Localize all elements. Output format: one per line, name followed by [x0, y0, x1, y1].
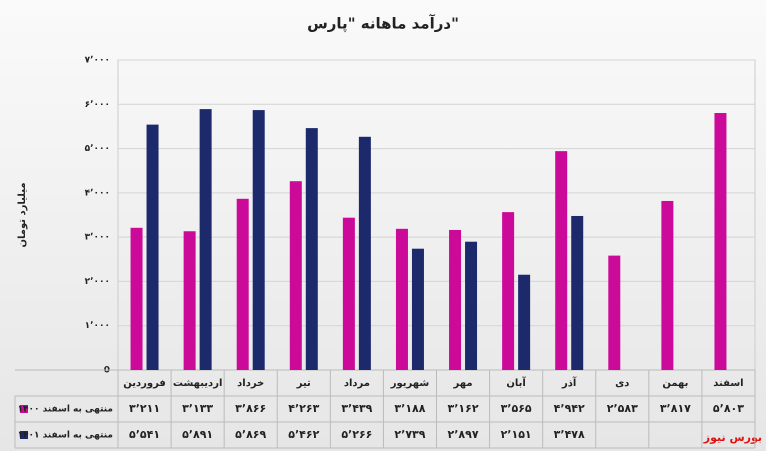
y-tick-label: ۴٬۰۰۰: [85, 188, 110, 198]
value-label: ۳٬۱۳۳: [182, 402, 213, 415]
bar: [183, 231, 196, 370]
value-label: ۵٬۵۴۱: [129, 428, 160, 441]
value-label: ۵٬۴۶۲: [288, 428, 319, 441]
value-label: ۲٬۱۵۱: [501, 428, 532, 441]
value-label: ۲٬۷۳۹: [394, 428, 425, 441]
bar: [252, 110, 265, 370]
chart-title: درآمد ماهانه "پارس": [307, 15, 459, 34]
legend-swatch: [20, 405, 28, 413]
value-label: ۳٬۴۳۹: [341, 402, 372, 415]
bar: [518, 274, 531, 370]
value-label: ۲٬۵۸۳: [607, 402, 638, 415]
bar: [502, 212, 515, 370]
bar: [289, 181, 302, 370]
x-tick-label: مهر: [453, 378, 473, 389]
bar: [395, 228, 408, 370]
value-label: ۳٬۱۸۸: [394, 402, 425, 415]
value-label: ۵٬۸۰۳: [713, 402, 744, 415]
y-tick-label: ۳٬۰۰۰: [85, 233, 110, 243]
legend-label: منتهی به اسفند ۱۴۰۱: [18, 431, 113, 441]
bar: [305, 128, 318, 370]
value-label: ۲٬۸۹۷: [448, 428, 479, 441]
bar: [661, 200, 674, 370]
x-tick-label: آذر: [561, 376, 577, 389]
value-label: ۵٬۸۶۹: [235, 428, 266, 441]
bar: [571, 215, 584, 370]
value-label: ۳٬۵۶۵: [501, 402, 532, 415]
legend-swatch: [20, 431, 28, 439]
bar: [130, 227, 143, 370]
bar: [236, 198, 249, 370]
bar: [342, 217, 355, 370]
x-tick-label: فروردین: [123, 378, 166, 389]
y-tick-label: ۵٬۰۰۰: [85, 144, 110, 154]
value-label: ۳٬۴۷۸: [554, 428, 585, 441]
bar: [146, 124, 159, 370]
y-tick-label: ۱٬۰۰۰: [85, 321, 110, 331]
value-label: ۴٬۲۶۳: [288, 402, 319, 415]
bar: [411, 248, 424, 370]
x-tick-label: تیر: [296, 378, 311, 389]
value-label: ۳٬۸۶۶: [235, 402, 266, 415]
value-label: ۵٬۲۶۶: [341, 428, 372, 441]
x-tick-label: دی: [615, 378, 629, 389]
y-tick-label: ۲٬۰۰۰: [85, 277, 110, 287]
legend-label: منتهی به اسفند ۱۴۰۰: [18, 405, 113, 415]
x-tick-label: مرداد: [344, 378, 370, 389]
bar: [714, 113, 727, 370]
y-tick-label: ۷٬۰۰۰: [85, 56, 110, 66]
x-tick-label: خرداد: [237, 378, 264, 389]
y-tick-label: ۶٬۰۰۰: [85, 100, 110, 110]
x-tick-label: اسفند: [713, 378, 743, 389]
bar: [608, 255, 621, 370]
x-tick-label: اردیبهشت: [173, 378, 223, 389]
x-tick-label: بهمن: [662, 378, 688, 389]
watermark: بورس نیوز: [703, 431, 762, 444]
value-label: ۳٬۸۱۷: [660, 402, 691, 415]
value-label: ۵٬۸۹۱: [182, 428, 213, 441]
bar: [555, 151, 568, 370]
bar: [199, 109, 212, 370]
bar: [449, 229, 462, 370]
value-label: ۳٬۲۱۱: [129, 402, 160, 415]
value-label: ۳٬۱۶۲: [448, 402, 479, 415]
value-label: ۴٬۹۴۲: [554, 402, 585, 415]
x-tick-label: شهریور: [390, 378, 430, 389]
bar: [465, 241, 478, 370]
bar: [358, 136, 371, 370]
x-tick-label: آبان: [506, 376, 526, 389]
y-axis-label: میلیارد تومان: [17, 182, 28, 247]
